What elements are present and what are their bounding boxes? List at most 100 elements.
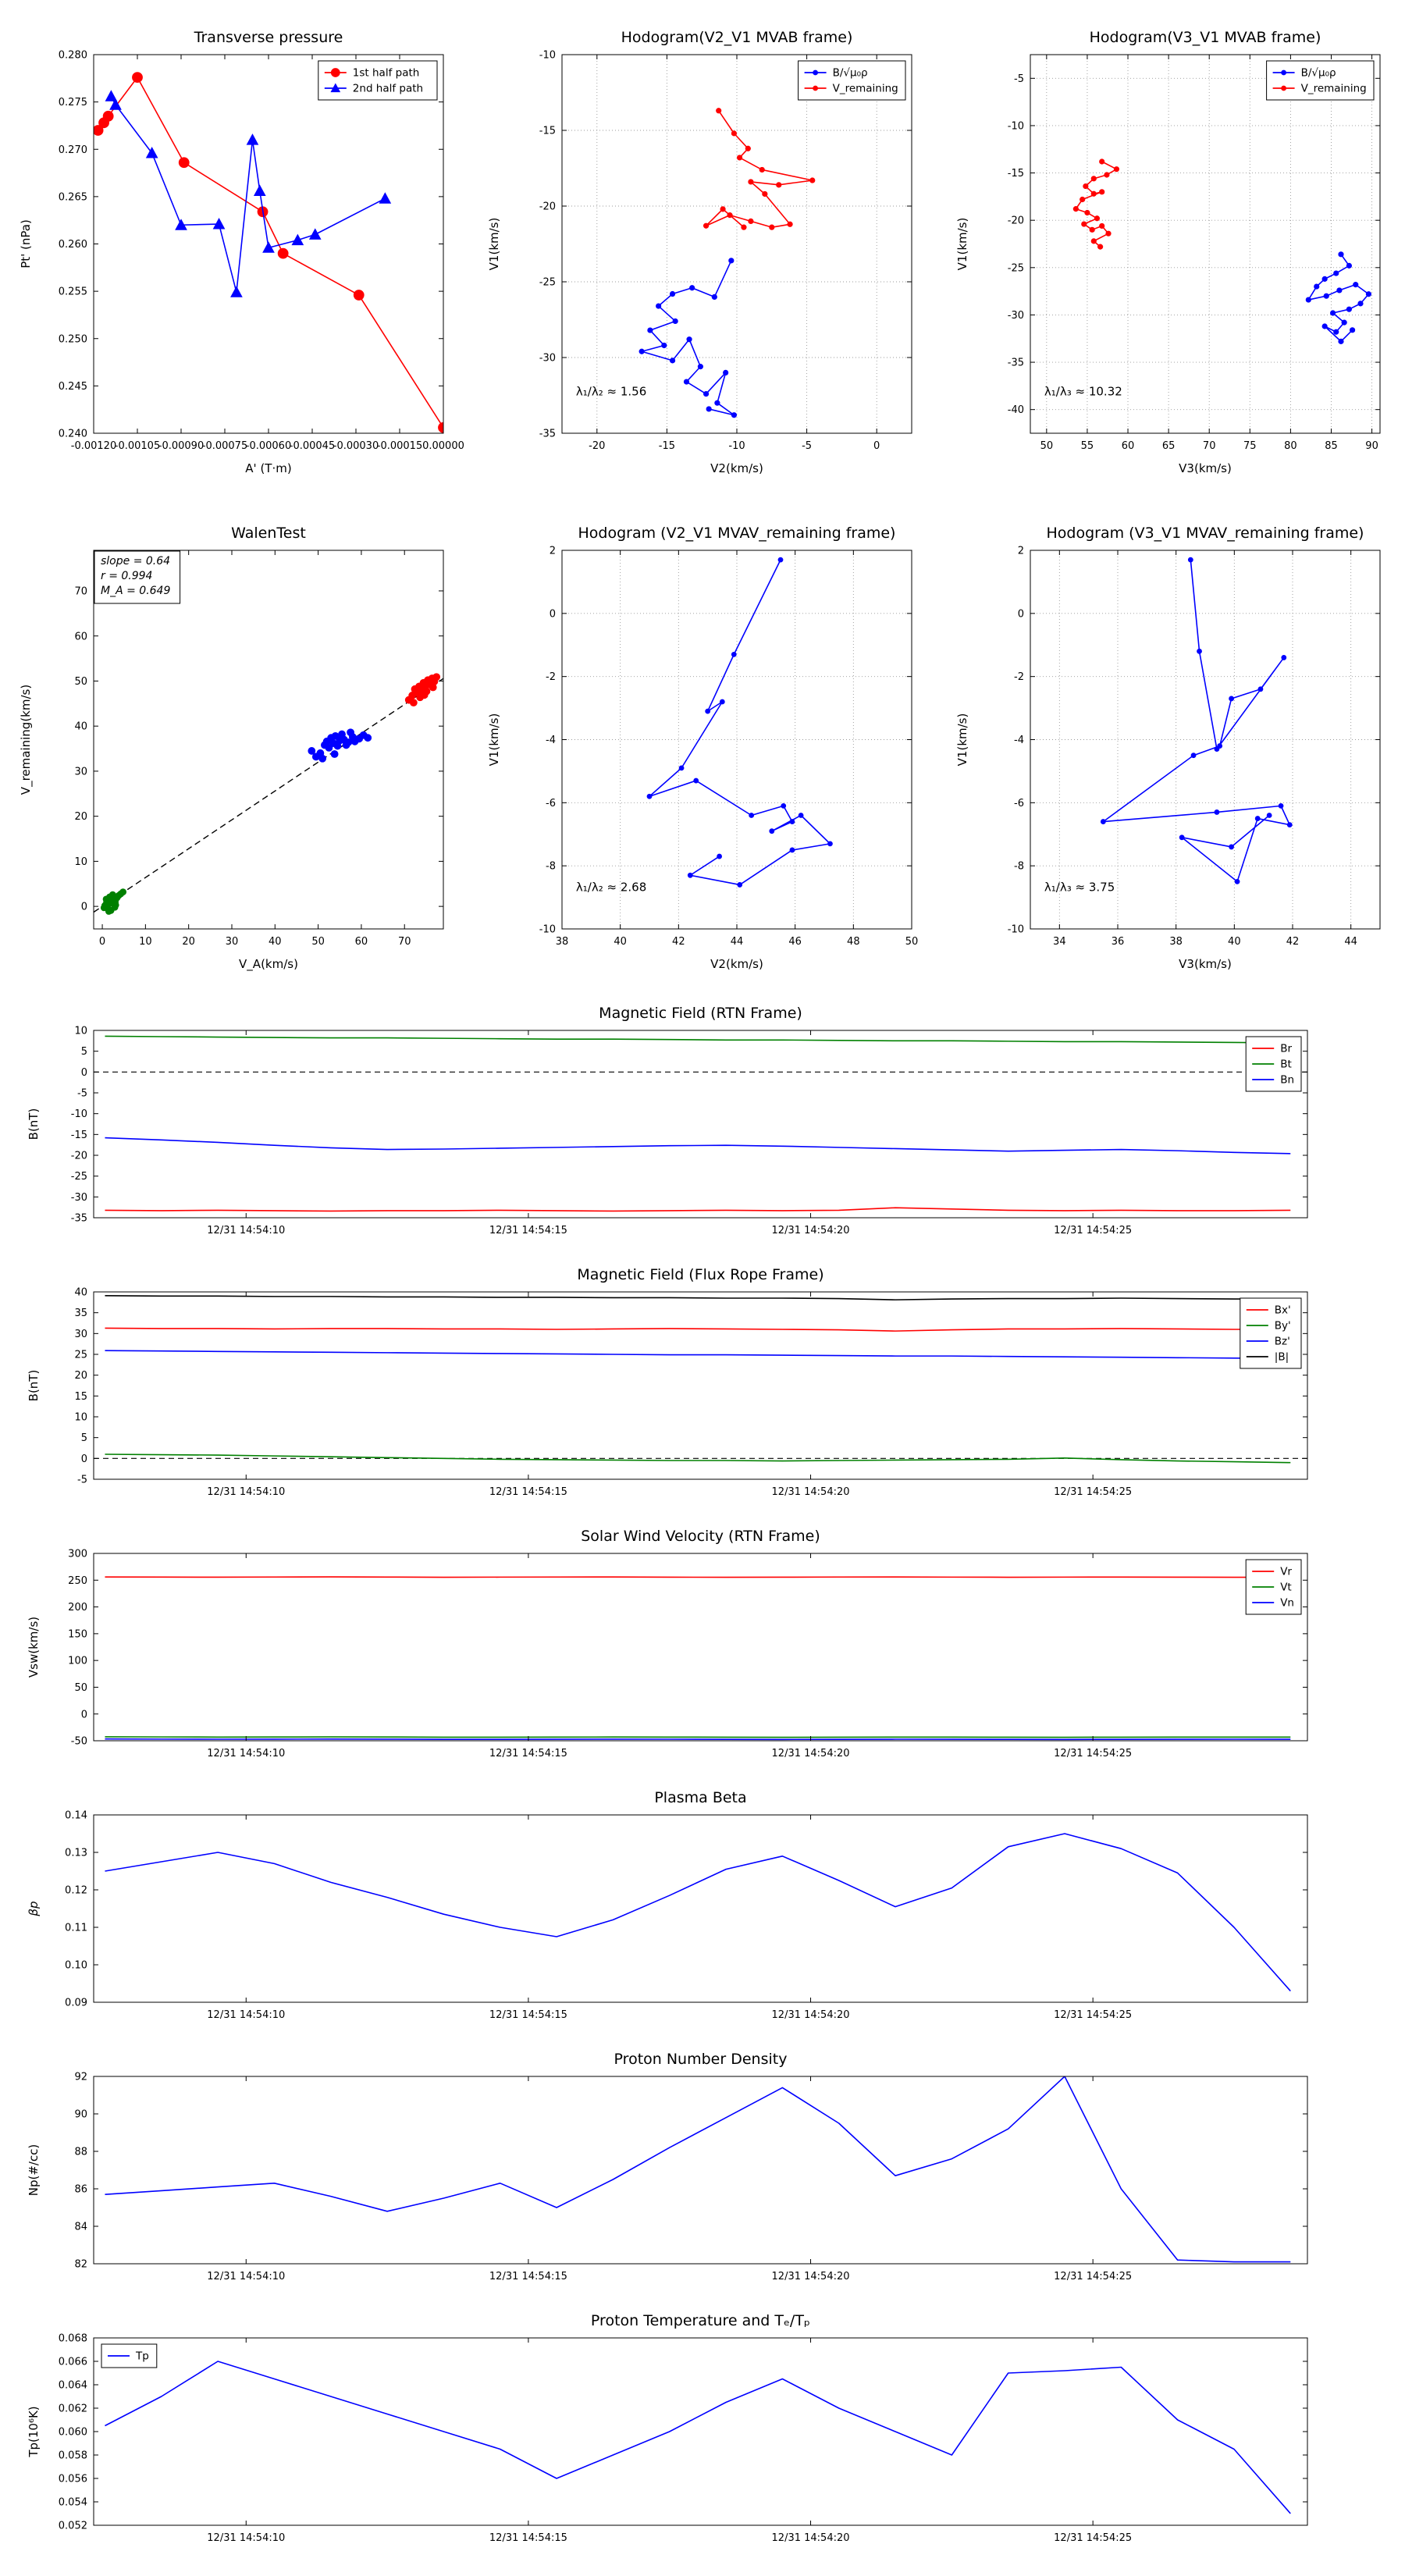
chart-hodogram-v2-v1-mvab: -20 -15 -10 -5 0 -35 -30 -25 -20 -15 -10 Hodogram(V… <box>487 29 912 475</box>
svg-text:-8: -8 <box>1014 861 1024 873</box>
svg-text:-5: -5 <box>802 440 812 452</box>
svg-text:30: 30 <box>226 936 239 948</box>
svg-text:0.056: 0.056 <box>59 2474 87 2485</box>
chart-plasma-beta: 12/31 14:54:10 12/31 14:54:15 12/31 14:54:… <box>27 1789 1308 2021</box>
svg-text:84: 84 <box>74 2222 87 2233</box>
svg-text:12/31 14:54:15: 12/31 14:54:15 <box>489 2009 567 2021</box>
svg-text:-30: -30 <box>71 1192 87 1204</box>
svg-text:15: 15 <box>74 1391 87 1403</box>
svg-text:2nd half path: 2nd half path <box>353 83 423 95</box>
svg-text:100: 100 <box>68 1656 87 1667</box>
svg-text:B(nT): B(nT) <box>27 1108 41 1140</box>
svg-text:-50: -50 <box>71 1736 87 1748</box>
svg-text:Pt' (nPa): Pt' (nPa) <box>19 219 33 269</box>
svg-text:-35: -35 <box>71 1213 87 1225</box>
svg-text:85: 85 <box>1325 440 1338 452</box>
svg-text:12/31 14:54:10: 12/31 14:54:10 <box>207 2532 285 2544</box>
svg-text:-20: -20 <box>539 201 556 213</box>
svg-text:300: 300 <box>68 1549 87 1560</box>
svg-text:12/31 14:54:15: 12/31 14:54:15 <box>489 2271 567 2282</box>
svg-text:V3(km/s): V3(km/s) <box>1179 957 1232 971</box>
svg-text:42: 42 <box>1286 936 1300 948</box>
svg-text:-6: -6 <box>546 798 556 809</box>
chart-proton-number-density: 12/31 14:54:10 12/31 14:54:15 12/31 14:54:… <box>27 2051 1308 2282</box>
svg-text:βp: βp <box>27 1901 41 1916</box>
svg-text:Vn: Vn <box>1280 1597 1294 1610</box>
svg-text:-20: -20 <box>589 440 605 452</box>
svg-text:0.09: 0.09 <box>65 1998 87 2009</box>
svg-text:-35: -35 <box>539 429 556 440</box>
svg-text:-30: -30 <box>1008 310 1024 322</box>
svg-text:86: 86 <box>74 2184 87 2196</box>
svg-text:12/31 14:54:15: 12/31 14:54:15 <box>489 1486 567 1498</box>
svg-text:Bx': Bx' <box>1275 1304 1291 1317</box>
chart-proton-temperature: 12/31 14:54:10 12/31 14:54:15 12/31 14:54:… <box>27 2312 1308 2544</box>
svg-text:λ₁/λ₂ ≈ 1.56: λ₁/λ₂ ≈ 1.56 <box>576 385 646 399</box>
svg-text:12/31 14:54:25: 12/31 14:54:25 <box>1054 1486 1132 1498</box>
svg-text:0.10: 0.10 <box>65 1960 87 1972</box>
svg-text:70: 70 <box>74 586 87 598</box>
svg-text:Hodogram (V2_V1 MVAV_remaining: Hodogram (V2_V1 MVAV_remaining frame) <box>578 525 896 542</box>
chart-solar-wind-velocity: 12/31 14:54:10 12/31 14:54:15 12/31 14:54:… <box>27 1528 1308 1759</box>
svg-text:-20: -20 <box>1008 215 1024 227</box>
svg-text:Solar Wind Velocity (RTN Frame: Solar Wind Velocity (RTN Frame) <box>581 1528 820 1545</box>
svg-text:30: 30 <box>74 1329 87 1340</box>
svg-text:λ₁/λ₃ ≈ 3.75: λ₁/λ₃ ≈ 3.75 <box>1044 881 1115 895</box>
svg-text:40: 40 <box>269 936 282 948</box>
svg-text:λ₁/λ₃ ≈ 10.32: λ₁/λ₃ ≈ 10.32 <box>1044 385 1122 399</box>
svg-text:12/31 14:54:20: 12/31 14:54:20 <box>772 2532 850 2544</box>
svg-text:0: 0 <box>550 608 556 620</box>
svg-text:25: 25 <box>74 1350 87 1361</box>
svg-text:10: 10 <box>74 1412 87 1424</box>
svg-text:-15: -15 <box>1008 168 1024 180</box>
svg-text:82: 82 <box>74 2259 87 2271</box>
svg-text:0.13: 0.13 <box>65 1848 87 1859</box>
svg-text:12/31 14:54:10: 12/31 14:54:10 <box>207 1486 285 1498</box>
svg-text:0.054: 0.054 <box>59 2497 87 2509</box>
svg-text:Br: Br <box>1280 1043 1292 1055</box>
svg-text:12/31 14:54:25: 12/31 14:54:25 <box>1054 2532 1132 2544</box>
svg-text:12/31 14:54:20: 12/31 14:54:20 <box>772 1748 850 1759</box>
svg-text:B(nT): B(nT) <box>27 1370 41 1402</box>
svg-text:0.062: 0.062 <box>59 2403 87 2415</box>
svg-text:Vsw(km/s): Vsw(km/s) <box>27 1617 41 1678</box>
svg-text:50: 50 <box>311 936 325 948</box>
svg-text:0.052: 0.052 <box>59 2521 87 2532</box>
svg-text:250: 250 <box>68 1575 87 1587</box>
svg-text:Bn: Bn <box>1280 1074 1294 1087</box>
svg-text:5: 5 <box>81 1432 87 1444</box>
svg-text:12/31 14:54:25: 12/31 14:54:25 <box>1054 2271 1132 2282</box>
svg-text:-0.00090: -0.00090 <box>158 440 204 452</box>
svg-text:0.058: 0.058 <box>59 2450 87 2462</box>
svg-text:V1(km/s): V1(km/s) <box>487 218 501 271</box>
svg-text:-0.00060: -0.00060 <box>246 440 291 452</box>
svg-text:-4: -4 <box>546 735 556 746</box>
chart-walen-test: 0 10 20 30 40 50 60 70 0 10 20 30 40 50 60 70 WalenTest V… <box>19 525 444 972</box>
svg-text:slope = 0.64: slope = 0.64 <box>101 555 170 568</box>
svg-text:5: 5 <box>81 1046 87 1058</box>
svg-text:-15: -15 <box>659 440 675 452</box>
svg-text:V_remaining(km/s): V_remaining(km/s) <box>19 685 34 795</box>
svg-text:12/31 14:54:10: 12/31 14:54:10 <box>207 2009 285 2021</box>
svg-text:12/31 14:54:20: 12/31 14:54:20 <box>772 1486 850 1498</box>
svg-text:38: 38 <box>1169 936 1183 948</box>
svg-text:V1(km/s): V1(km/s) <box>487 713 501 767</box>
svg-text:Hodogram (V3_V1 MVAV_remaining: Hodogram (V3_V1 MVAV_remaining frame) <box>1047 525 1364 542</box>
svg-text:V1(km/s): V1(km/s) <box>955 713 969 767</box>
svg-text:-4: -4 <box>1014 735 1024 746</box>
svg-text:12/31 14:54:15: 12/31 14:54:15 <box>489 1225 567 1236</box>
svg-text:0: 0 <box>81 1453 87 1465</box>
svg-text:0: 0 <box>81 1067 87 1079</box>
svg-text:-5: -5 <box>1014 73 1024 85</box>
svg-text:12/31 14:54:10: 12/31 14:54:10 <box>207 2271 285 2282</box>
svg-text:44: 44 <box>1344 936 1357 948</box>
svg-text:50: 50 <box>74 676 87 688</box>
chart-hodogram-v3-v1-mvab: 50 55 60 65 70 75 80 85 90 -40 -35 -30 -25 -20 -15 -10 -… <box>955 29 1381 475</box>
svg-text:Proton Temperature and Tₑ/Tₚ: Proton Temperature and Tₑ/Tₚ <box>591 2312 810 2329</box>
svg-text:0: 0 <box>99 936 105 948</box>
svg-text:0.240: 0.240 <box>59 429 87 440</box>
svg-text:Tp(10⁶K): Tp(10⁶K) <box>27 2406 41 2457</box>
svg-text:20: 20 <box>182 936 195 948</box>
svg-text:-10: -10 <box>71 1108 87 1120</box>
svg-text:λ₁/λ₂ ≈ 2.68: λ₁/λ₂ ≈ 2.68 <box>576 881 646 895</box>
